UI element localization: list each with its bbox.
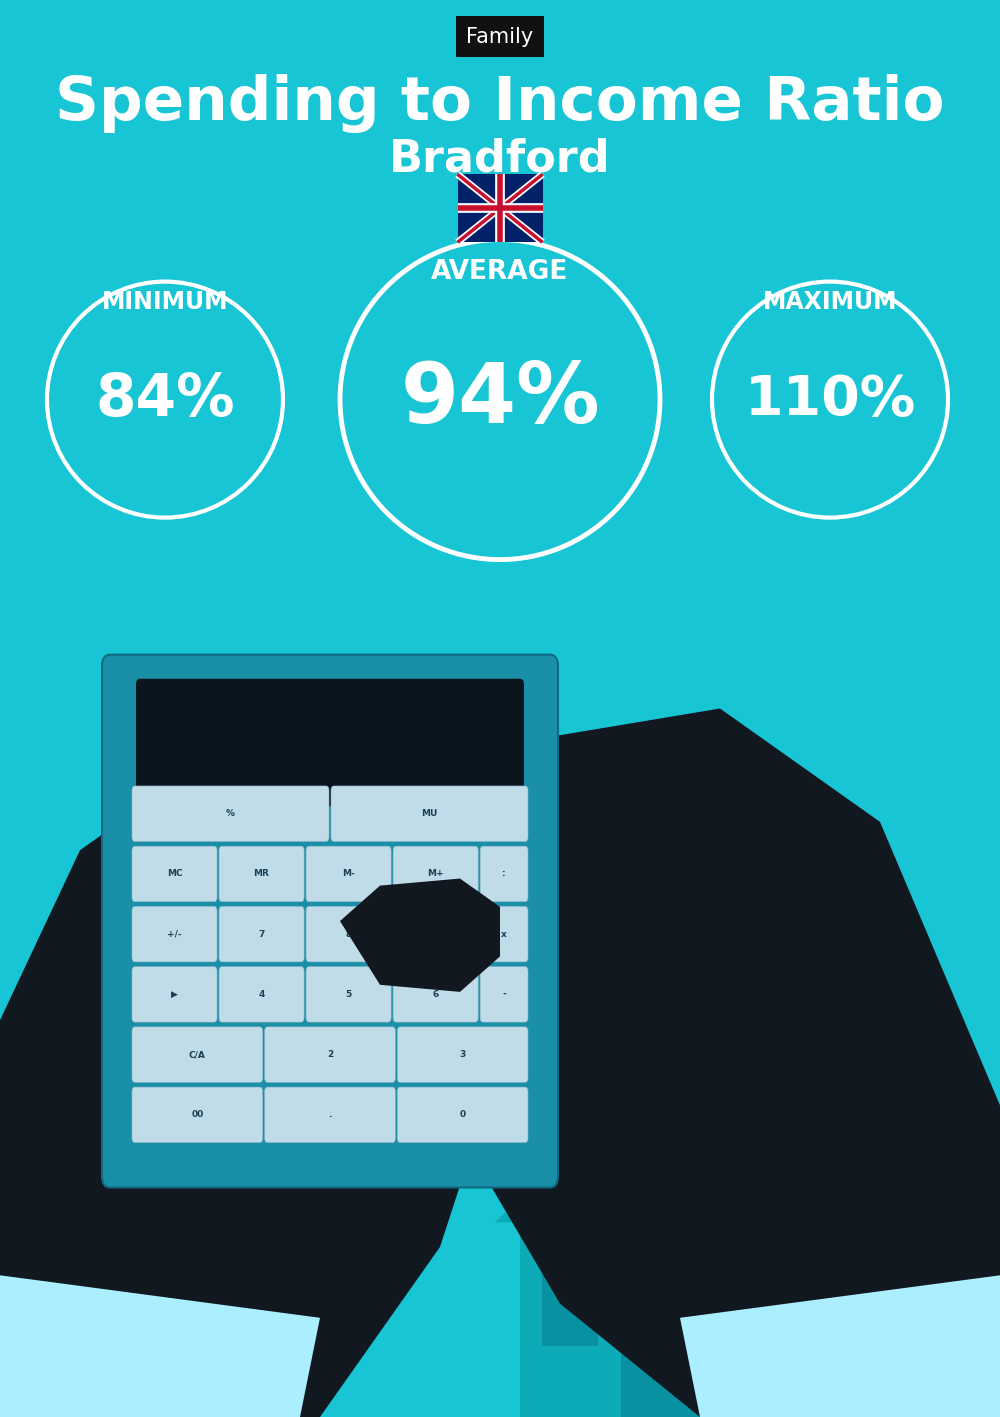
Text: AVERAGE: AVERAGE: [431, 259, 569, 285]
Text: 110%: 110%: [744, 373, 916, 427]
FancyBboxPatch shape: [393, 966, 478, 1022]
Polygon shape: [495, 1063, 825, 1221]
Text: %: %: [226, 809, 235, 818]
Text: 0: 0: [460, 1111, 466, 1119]
FancyBboxPatch shape: [132, 907, 217, 962]
Polygon shape: [542, 1247, 598, 1346]
FancyBboxPatch shape: [219, 846, 304, 901]
FancyBboxPatch shape: [132, 786, 329, 842]
Polygon shape: [440, 708, 1000, 1417]
Text: 5: 5: [345, 990, 352, 999]
Polygon shape: [868, 1105, 932, 1141]
Text: MR: MR: [254, 870, 269, 879]
FancyBboxPatch shape: [132, 1087, 263, 1142]
FancyBboxPatch shape: [265, 1087, 395, 1142]
Text: 4: 4: [258, 990, 265, 999]
Polygon shape: [620, 765, 780, 1304]
Text: Family: Family: [466, 27, 534, 47]
Text: 2: 2: [327, 1050, 333, 1058]
FancyBboxPatch shape: [136, 679, 524, 806]
FancyBboxPatch shape: [480, 907, 528, 962]
FancyBboxPatch shape: [458, 174, 542, 242]
Text: MC: MC: [167, 870, 182, 879]
Polygon shape: [740, 1295, 860, 1309]
FancyBboxPatch shape: [306, 966, 391, 1022]
Polygon shape: [520, 1221, 800, 1417]
Text: 7: 7: [258, 930, 265, 938]
Polygon shape: [340, 879, 500, 992]
Text: $: $: [884, 1260, 916, 1305]
Text: -: -: [502, 990, 506, 999]
Text: :: :: [502, 870, 506, 879]
FancyBboxPatch shape: [480, 846, 528, 901]
FancyBboxPatch shape: [132, 846, 217, 901]
Text: .: .: [328, 1111, 332, 1119]
Polygon shape: [0, 765, 500, 1417]
Text: MINIMUM: MINIMUM: [102, 290, 228, 313]
Polygon shape: [0, 1275, 320, 1417]
Text: MU: MU: [421, 809, 438, 818]
FancyBboxPatch shape: [306, 907, 391, 962]
Text: ▶: ▶: [171, 990, 178, 999]
FancyBboxPatch shape: [132, 1027, 263, 1083]
Polygon shape: [322, 879, 438, 1275]
Text: 84%: 84%: [95, 371, 235, 428]
Text: 6: 6: [433, 990, 439, 999]
Text: 94%: 94%: [400, 359, 600, 441]
Text: 00: 00: [191, 1111, 203, 1119]
FancyBboxPatch shape: [265, 1027, 395, 1083]
FancyBboxPatch shape: [219, 966, 304, 1022]
Polygon shape: [740, 1312, 860, 1326]
Text: 3: 3: [460, 1050, 466, 1058]
FancyBboxPatch shape: [306, 846, 391, 901]
Text: C/A: C/A: [189, 1050, 206, 1058]
Text: 9: 9: [432, 930, 439, 938]
FancyBboxPatch shape: [480, 966, 528, 1022]
Text: Spending to Income Ratio: Spending to Income Ratio: [55, 74, 945, 133]
Text: 8: 8: [345, 930, 352, 938]
Text: +/-: +/-: [167, 930, 182, 938]
Ellipse shape: [820, 1148, 980, 1403]
Polygon shape: [740, 1346, 860, 1360]
FancyBboxPatch shape: [397, 1087, 528, 1142]
Text: Bradford: Bradford: [389, 137, 611, 180]
FancyBboxPatch shape: [393, 907, 478, 962]
Polygon shape: [740, 1329, 860, 1343]
FancyBboxPatch shape: [397, 1027, 528, 1083]
Polygon shape: [680, 1275, 1000, 1417]
FancyBboxPatch shape: [219, 907, 304, 962]
Polygon shape: [722, 1134, 744, 1204]
Text: M-: M-: [342, 870, 355, 879]
Text: $: $: [787, 1280, 803, 1299]
FancyBboxPatch shape: [132, 966, 217, 1022]
Text: MAXIMUM: MAXIMUM: [763, 290, 897, 313]
Polygon shape: [775, 1187, 815, 1212]
Ellipse shape: [750, 1204, 840, 1360]
Polygon shape: [710, 1247, 766, 1346]
Text: x: x: [501, 930, 507, 938]
FancyBboxPatch shape: [102, 655, 558, 1187]
Polygon shape: [621, 1311, 699, 1417]
FancyBboxPatch shape: [331, 786, 528, 842]
Text: M+: M+: [427, 870, 444, 879]
FancyBboxPatch shape: [393, 846, 478, 901]
